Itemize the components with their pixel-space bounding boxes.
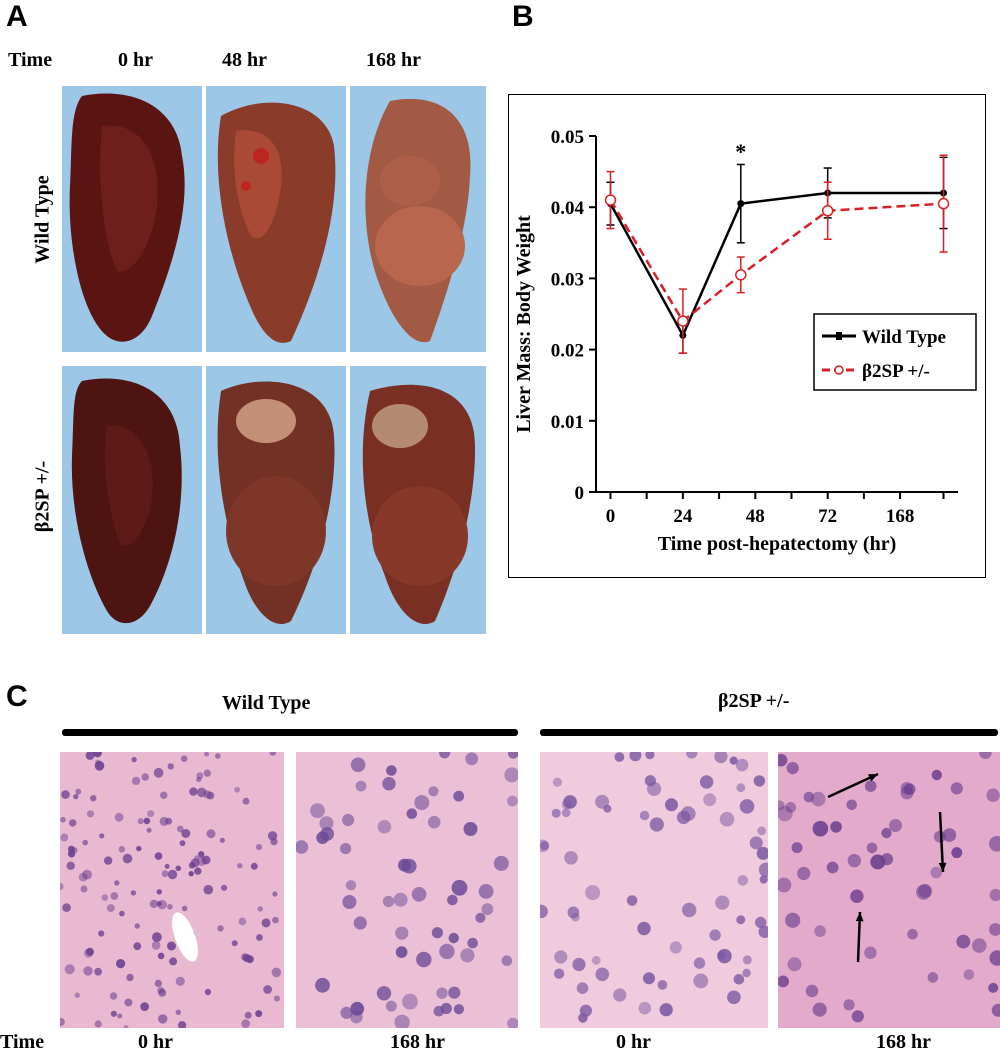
panel-a-time-label: Time [8, 49, 53, 71]
liver-photo-wt-48hr [206, 86, 346, 352]
panel-c-time-label: Time [0, 1031, 45, 1053]
panel-a-col-0hr: 0 hr [118, 49, 153, 71]
x-tick-label: 72 [818, 506, 837, 527]
y-axis-label: Liver Mass: Body Weight [513, 215, 535, 433]
data-point [737, 200, 745, 208]
panel-c-group-wild-type: Wild Type [222, 692, 311, 714]
panel-c-col-wt-168hr: 168 hr [390, 1031, 445, 1053]
legend-label-1: β2SP +/- [862, 361, 930, 382]
panel-a-row-b2sp: β2SP +/- [31, 460, 54, 533]
data-point [604, 194, 617, 206]
liver-photo-wt-168hr [350, 86, 486, 352]
x-axis-label: Time post-hepatectomy (hr) [658, 533, 896, 555]
series-line-1 [609, 199, 944, 323]
y-tick-label: 0.01 [551, 412, 584, 433]
legend-marker [836, 332, 842, 340]
histology-wt-168hr [296, 752, 518, 1028]
x-tick-label: 48 [746, 506, 765, 527]
histology-b2sp-0hr [540, 752, 768, 1028]
y-tick-label: 0.02 [551, 341, 584, 362]
x-tick-label: 24 [673, 506, 693, 527]
x-tick-label: 168 [886, 506, 915, 527]
data-point [735, 269, 747, 281]
y-tick-label: 0.05 [551, 127, 584, 148]
x-tick-label: 0 [606, 506, 616, 527]
data-point [677, 315, 689, 327]
y-tick-label: 0 [575, 483, 585, 504]
panel-a-row-wild-type: Wild Type [31, 175, 54, 264]
panel-c-group-b2sp: β2SP +/- [718, 690, 790, 712]
panel-c-letter: C [6, 680, 28, 713]
legend-marker [834, 365, 844, 375]
panel-a-letter: A [6, 0, 28, 33]
panel-c-col-b2sp-168hr: 168 hr [876, 1031, 931, 1053]
liver-photo-b2sp-0hr [62, 366, 202, 634]
line-chart: 0 0.01 0.02 0.03 0.04 0.05 0 24 48 72 168 Time post… [513, 127, 977, 555]
panel-b-letter: B [512, 0, 534, 33]
significance-annotation: * [735, 139, 746, 164]
panel-c-col-wt-0hr: 0 hr [138, 1031, 173, 1053]
chart-frame [508, 94, 986, 578]
group-bar-wild-type [62, 729, 518, 736]
liver-photo-b2sp-48hr [206, 366, 346, 634]
y-tick-label: 0.04 [551, 198, 585, 219]
data-point [937, 197, 950, 210]
histology-b2sp-168hr [778, 752, 1000, 1028]
legend-box [813, 313, 977, 391]
y-tick-label: 0.03 [551, 269, 584, 290]
panel-c-col-b2sp-0hr: 0 hr [616, 1031, 651, 1053]
liver-photo-b2sp-168hr [350, 366, 486, 634]
panel-a-col-168hr: 168 hr [366, 49, 421, 71]
group-bar-b2sp [540, 729, 998, 736]
panel-a-col-48hr: 48 hr [222, 49, 267, 71]
liver-photo-wt-0hr [62, 86, 202, 352]
data-point [821, 205, 834, 217]
legend-label-0: Wild Type [862, 327, 946, 348]
histology-wt-0hr [60, 752, 284, 1028]
